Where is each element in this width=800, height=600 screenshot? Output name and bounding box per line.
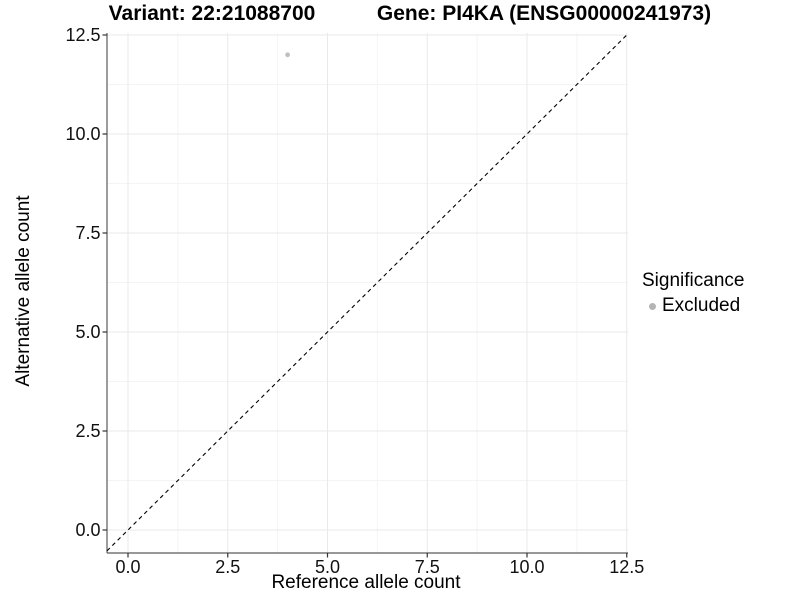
- y-tick-label: 7.5: [75, 223, 101, 243]
- legend: Significance Excluded: [642, 270, 744, 317]
- x-axis-title: Reference allele count: [271, 572, 461, 593]
- legend-dot-icon: [649, 302, 656, 310]
- y-tick-label: 0.0: [75, 520, 101, 540]
- x-tick-label: 0.0: [115, 557, 141, 577]
- y-tick-label: 2.5: [75, 421, 101, 441]
- legend-item-label: Excluded: [662, 295, 741, 316]
- plot-title-variant: Variant: 22:21088700: [108, 2, 316, 25]
- plot-title-gene: Gene: PI4KA (ENSG00000241973): [376, 2, 712, 25]
- x-tick-label: 12.5: [609, 557, 645, 577]
- y-axis-title: Alternative allele count: [13, 195, 34, 387]
- y-tick-label: 10.0: [65, 124, 101, 144]
- legend-item: Excluded: [642, 295, 744, 317]
- y-tick-label: 12.5: [65, 25, 101, 45]
- x-tick-label: 10.0: [509, 557, 545, 577]
- x-tick-label: 7.5: [414, 557, 440, 577]
- x-tick-label: 5.0: [314, 557, 341, 577]
- legend-title: Significance: [642, 270, 745, 291]
- y-tick-label: 5.0: [75, 322, 101, 342]
- x-tick-label: 2.5: [215, 557, 241, 577]
